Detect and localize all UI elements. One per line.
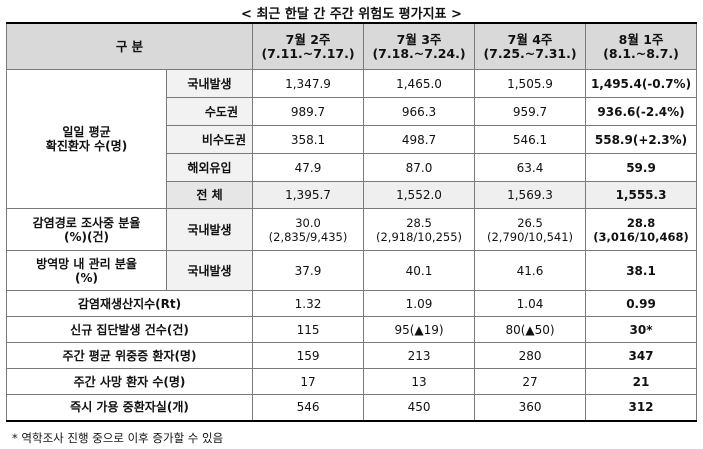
table-row: 감염재생산지수(Rt) 1.32 1.09 1.04 0.99 xyxy=(5,290,698,317)
table-cell: 28.8 (3,016/10,468) xyxy=(585,208,698,251)
table-row: 비수도권 358.1 498.7 546.1 558.9(+2.3%) xyxy=(7,125,698,154)
table-cell: 347 xyxy=(585,342,698,369)
table-cell: 87.0 xyxy=(363,153,476,182)
table-cell: 13 xyxy=(363,368,476,395)
table-cell: 1.09 xyxy=(363,290,476,317)
table-cell: 936.6(-2.4%) xyxy=(585,97,698,126)
table-cell: 1,495.4(-0.7%) xyxy=(585,69,698,98)
row-label: 비수도권 xyxy=(165,125,254,154)
table-cell: 41.6 xyxy=(474,250,587,291)
table-cell: 0.99 xyxy=(585,290,698,317)
table-cell: 38.1 xyxy=(585,250,698,291)
table-cell: 1,395.7 xyxy=(252,181,365,209)
table-cell: 1,505.9 xyxy=(474,69,587,98)
row-label: 감염재생산지수(Rt) xyxy=(5,290,254,317)
table-cell: 360 xyxy=(474,394,587,422)
risk-indicator-table: 구 분 7월 2주 (7.11.~7.17.) 7월 3주 (7.18.~7.24.… xyxy=(5,22,698,422)
table-row: 주간 평균 위중증 환자(명) 159 213 280 347 xyxy=(5,342,698,369)
table-cell: 63.4 xyxy=(474,153,587,182)
table-cell: 498.7 xyxy=(363,125,476,154)
row-label: 주간 사망 환자 수(명) xyxy=(5,368,254,395)
table-cell: 312 xyxy=(585,394,698,422)
header-week: 8월 1주 (8.1.~8.7.) xyxy=(585,22,698,70)
row-label: 주간 평균 위중증 환자(명) xyxy=(5,342,254,369)
table-cell: 95(▲19) xyxy=(363,316,476,343)
table-cell: 966.3 xyxy=(363,97,476,126)
table-cell: 30.0 (2,835/9,435) xyxy=(252,208,365,251)
table-cell: 558.9(+2.3%) xyxy=(585,125,698,154)
table-cell: 280 xyxy=(474,342,587,369)
table-title: < 최근 한달 간 주간 위험도 평가지표 > xyxy=(241,7,462,22)
row-label: 수도권 xyxy=(165,97,254,126)
header-week: 7월 4주 (7.25.~7.31.) xyxy=(474,22,587,70)
table-cell: 28.5 (2,918/10,255) xyxy=(363,208,476,251)
table-cell: 47.9 xyxy=(252,153,365,182)
table-cell: 17 xyxy=(252,368,365,395)
table-cell: 450 xyxy=(363,394,476,422)
footnote: * 역학조사 진행 중으로 이후 증가할 수 있음 xyxy=(12,431,224,445)
confirmed-group-label: 일일 평균 확진환자 수(명) xyxy=(6,69,167,209)
table-cell: 26.5 (2,790/10,541) xyxy=(474,208,587,251)
table-cell: 1,555.3 xyxy=(585,181,698,209)
table-row: 즉시 가용 중환자실(개) 546 450 360 312 xyxy=(5,394,698,422)
row-label: 즉시 가용 중환자실(개) xyxy=(5,394,254,422)
table-row: 신규 집단발생 건수(건) 115 95(▲19) 80(▲50) 30* xyxy=(5,316,698,343)
table-row: 전 체 1,395.7 1,552.0 1,569.3 1,555.3 xyxy=(7,181,698,209)
table-cell: 80(▲50) xyxy=(474,316,587,343)
table-row: 방역망 내 관리 분율 (%) 국내발생 37.9 40.1 41.6 38.1 xyxy=(6,250,698,291)
table-cell: 1,569.3 xyxy=(474,181,587,209)
header-week: 7월 2주 (7.11.~7.17.) xyxy=(252,22,365,70)
table-cell: 40.1 xyxy=(363,250,476,291)
table-cell: 21 xyxy=(585,368,698,395)
table-cell: 115 xyxy=(252,316,365,343)
row-sublabel: 국내발생 xyxy=(165,208,254,251)
header-week: 7월 3주 (7.18.~7.24.) xyxy=(363,22,476,70)
table-cell: 30* xyxy=(585,316,698,343)
row-label: 방역망 내 관리 분율 (%) xyxy=(6,250,167,291)
table-cell: 37.9 xyxy=(252,250,365,291)
table-row: 수도권 989.7 966.3 959.7 936.6(-2.4%) xyxy=(7,97,698,126)
row-sublabel: 국내발생 xyxy=(165,250,254,291)
table-row: 해외유입 47.9 87.0 63.4 59.9 xyxy=(7,153,698,182)
table-cell: 27 xyxy=(474,368,587,395)
table-cell: 546.1 xyxy=(474,125,587,154)
row-label: 신규 집단발생 건수(건) xyxy=(5,316,254,343)
table-cell: 1.04 xyxy=(474,290,587,317)
table-cell: 989.7 xyxy=(252,97,365,126)
table-cell: 1.32 xyxy=(252,290,365,317)
row-label: 해외유입 xyxy=(165,153,254,182)
row-label: 감염경로 조사중 분율 (%)(건) xyxy=(6,208,167,251)
table-cell: 959.7 xyxy=(474,97,587,126)
table-cell: 213 xyxy=(363,342,476,369)
row-label: 국내발생 xyxy=(165,69,254,98)
table-row: 일일 평균 확진환자 수(명) 국내발생 1,347.9 1,465.0 1,50… xyxy=(6,69,698,209)
table-cell: 1,552.0 xyxy=(363,181,476,209)
table-cell: 159 xyxy=(252,342,365,369)
header-category: 구 분 xyxy=(5,22,254,70)
row-label: 전 체 xyxy=(165,181,254,209)
table-row: 감염경로 조사중 분율 (%)(건) 국내발생 30.0 (2,835/9,435)… xyxy=(6,208,698,251)
table-cell: 546 xyxy=(252,394,365,422)
table-cell: 1,465.0 xyxy=(363,69,476,98)
table-cell: 358.1 xyxy=(252,125,365,154)
table-cell: 59.9 xyxy=(585,153,698,182)
table-cell: 1,347.9 xyxy=(252,69,365,98)
table-row: 주간 사망 환자 수(명) 17 13 27 21 xyxy=(5,368,698,395)
